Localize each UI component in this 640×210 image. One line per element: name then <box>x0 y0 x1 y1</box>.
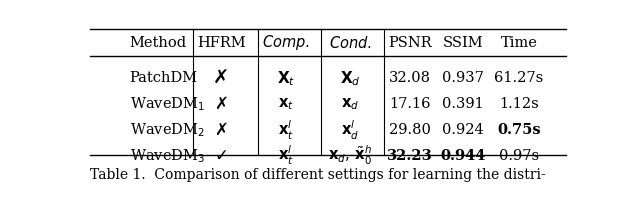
Text: ✓: ✓ <box>214 147 228 165</box>
Text: $\mathbf{x}_{t}$: $\mathbf{x}_{t}$ <box>278 96 294 112</box>
Text: 32.23: 32.23 <box>387 149 433 163</box>
Text: Method: Method <box>129 35 187 50</box>
Text: 61.27s: 61.27s <box>494 71 543 85</box>
Text: $\mathbf{x}_{d},\,\tilde{\mathbf{x}}_{0}^{h}$: $\mathbf{x}_{d},\,\tilde{\mathbf{x}}_{0}… <box>328 144 372 167</box>
Text: $\mathbf{x}_{d}$: $\mathbf{x}_{d}$ <box>341 96 360 112</box>
Text: 0.97s: 0.97s <box>499 149 539 163</box>
Text: $\mathit{Comp.}$: $\mathit{Comp.}$ <box>262 33 310 52</box>
Text: PSNR: PSNR <box>388 35 431 50</box>
Text: 0.924: 0.924 <box>442 123 484 137</box>
Text: SSIM: SSIM <box>443 35 483 50</box>
Text: 0.944: 0.944 <box>440 149 486 163</box>
Text: Table 1.  Comparison of different settings for learning the distri-: Table 1. Comparison of different setting… <box>90 168 546 182</box>
Text: $\mathbf{x}_{d}^{l}$: $\mathbf{x}_{d}^{l}$ <box>341 118 360 142</box>
Text: $\mathbf{x}_{t}^{l}$: $\mathbf{x}_{t}^{l}$ <box>278 144 294 167</box>
Text: ✗: ✗ <box>214 121 228 139</box>
Text: 32.08: 32.08 <box>389 71 431 85</box>
Text: WaveDM$_3$: WaveDM$_3$ <box>129 147 205 165</box>
Text: PatchDM: PatchDM <box>129 71 198 85</box>
Text: WaveDM$_2$: WaveDM$_2$ <box>129 121 205 139</box>
Text: 1.12s: 1.12s <box>499 97 539 111</box>
Text: 17.16: 17.16 <box>389 97 431 111</box>
Text: ✗: ✗ <box>213 69 230 88</box>
Text: ✗: ✗ <box>214 95 228 113</box>
Text: $\mathbf{X}_{d}$: $\mathbf{X}_{d}$ <box>340 69 361 88</box>
Text: Time: Time <box>500 35 538 50</box>
Text: 0.937: 0.937 <box>442 71 484 85</box>
Text: 0.391: 0.391 <box>442 97 484 111</box>
Text: $\mathbf{X}_{t}$: $\mathbf{X}_{t}$ <box>276 69 295 88</box>
Text: 29.80: 29.80 <box>389 123 431 137</box>
Text: WaveDM$_1$: WaveDM$_1$ <box>129 95 205 113</box>
Text: 0.75s: 0.75s <box>497 123 541 137</box>
Text: HFRM: HFRM <box>197 35 246 50</box>
Text: $\mathit{Cond.}$: $\mathit{Cond.}$ <box>329 34 372 50</box>
Text: $\mathbf{x}_{t}^{l}$: $\mathbf{x}_{t}^{l}$ <box>278 118 294 142</box>
